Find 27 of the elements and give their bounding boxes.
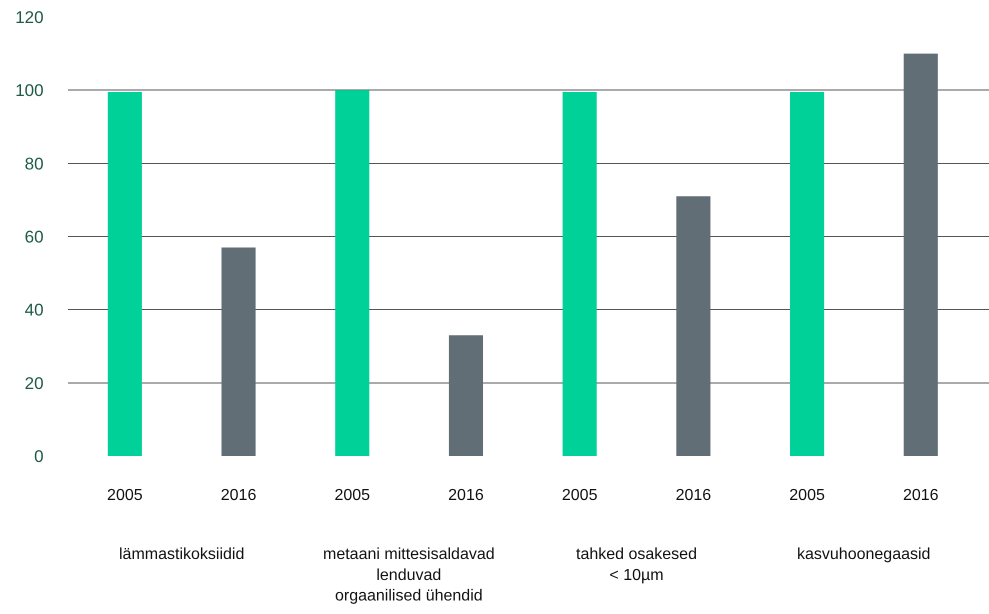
x-tick-label: 2005: [107, 487, 143, 504]
x-tick-label: 2016: [676, 487, 712, 504]
x-tick-label: 2005: [334, 487, 370, 504]
text: kasvuhoonegaasid: [797, 546, 930, 563]
x-tick-label: 2005: [789, 487, 825, 504]
text: tahked osakesed < 10µm: [576, 546, 697, 584]
bar: [676, 196, 710, 456]
bar: [904, 54, 938, 456]
y-tick-label: 0: [34, 446, 44, 466]
y-tick-label: 100: [15, 81, 44, 100]
bar: [335, 90, 370, 456]
bar: [790, 92, 824, 456]
bar: [562, 92, 597, 456]
y-tick-label: 40: [24, 300, 44, 320]
y-tick-label: 80: [24, 154, 44, 174]
x-tick-label: 2016: [448, 487, 484, 504]
text: lämmastikoksiidid: [119, 546, 244, 563]
x-tick-label: 2016: [902, 487, 939, 504]
y-tick-label: 60: [24, 227, 44, 246]
y-tick-label: 20: [24, 374, 44, 393]
y-tick-label: 120: [15, 8, 44, 27]
bar: [448, 335, 484, 456]
bar: [222, 247, 256, 456]
x-tick-label: 2005: [562, 487, 598, 504]
bar: [108, 92, 142, 456]
x-tick-label: 2016: [220, 487, 256, 504]
text: metaani mittesisaldavad lenduvad orgaanilised ühendid: [323, 546, 495, 605]
